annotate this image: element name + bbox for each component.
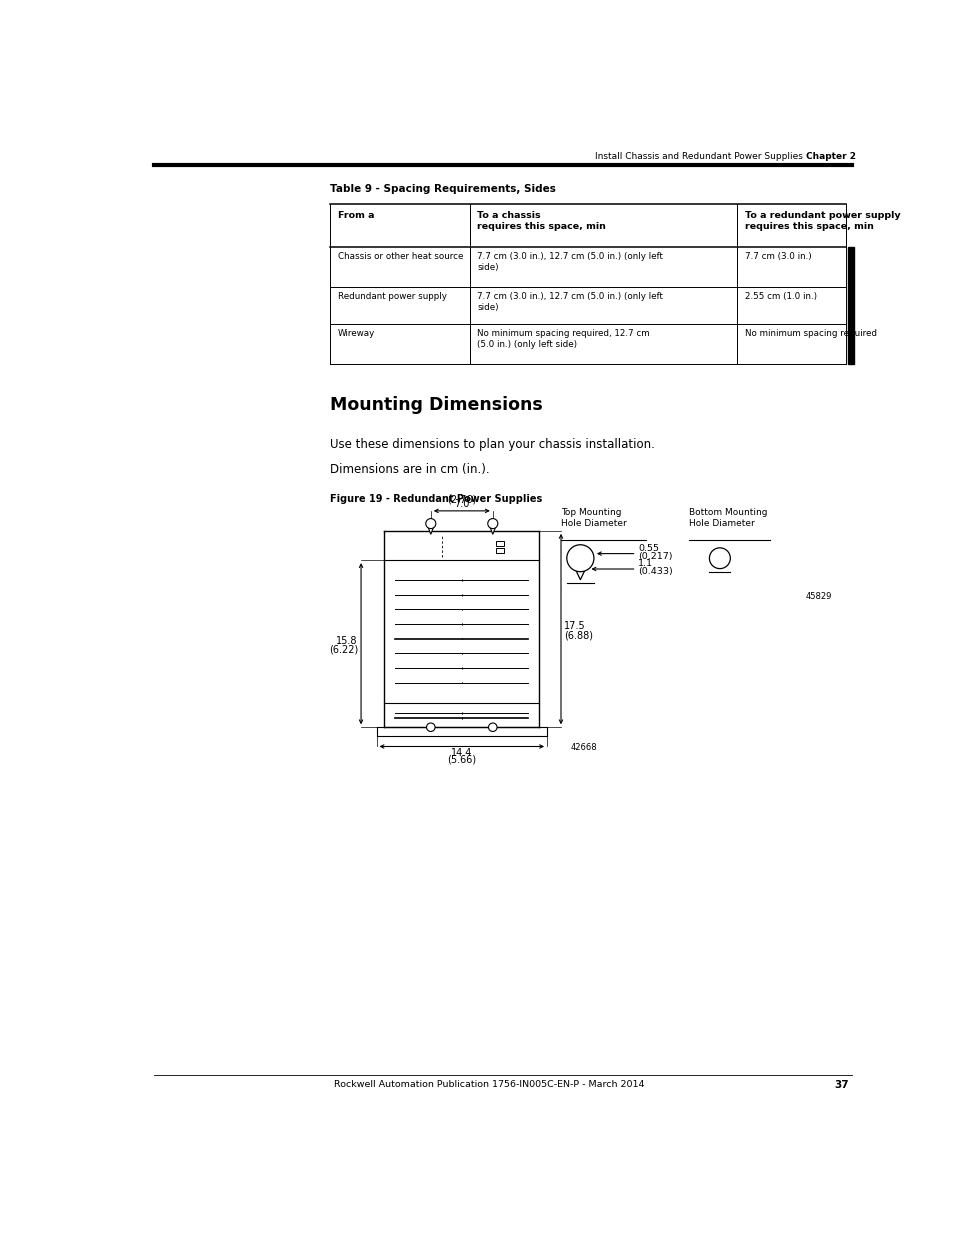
Text: 45829: 45829 [805, 592, 831, 601]
Text: No minimum spacing required: No minimum spacing required [744, 330, 876, 338]
Text: Chapter 2: Chapter 2 [805, 152, 855, 162]
Polygon shape [489, 525, 496, 535]
Text: To a redundant power supply
requires this space, min: To a redundant power supply requires thi… [744, 211, 900, 231]
Bar [847, 247, 853, 287]
Text: (0.433): (0.433) [638, 567, 672, 576]
Text: 7.7 cm (3.0 in.), 12.7 cm (5.0 in.) (only left
side): 7.7 cm (3.0 in.), 12.7 cm (5.0 in.) (onl… [476, 293, 662, 312]
Text: 7.7 cm (3.0 in.), 12.7 cm (5.0 in.) (only left
side): 7.7 cm (3.0 in.), 12.7 cm (5.0 in.) (onl… [476, 252, 662, 272]
Bar [496, 548, 503, 553]
Text: Chassis or other heat source: Chassis or other heat source [337, 252, 463, 261]
Bar [847, 287, 853, 324]
Text: From a: From a [337, 211, 374, 220]
Text: (6.22): (6.22) [329, 645, 357, 655]
Circle shape [426, 722, 435, 731]
Text: 7.7 cm (3.0 in.): 7.7 cm (3.0 in.) [744, 252, 811, 261]
Text: (2.76): (2.76) [447, 495, 476, 505]
Text: Use these dimensions to plan your chassis installation.: Use these dimensions to plan your chassi… [330, 438, 655, 452]
Text: 1.1: 1.1 [638, 559, 653, 568]
Text: 2.55 cm (1.0 in.): 2.55 cm (1.0 in.) [744, 293, 816, 301]
Text: 14.4: 14.4 [451, 748, 472, 758]
Circle shape [425, 519, 436, 529]
Text: (0.217): (0.217) [638, 552, 672, 561]
Text: Rockwell Automation Publication 1756-IN005C-EN-P - March 2014: Rockwell Automation Publication 1756-IN0… [334, 1079, 643, 1089]
Text: Table 9 - Spacing Requirements, Sides: Table 9 - Spacing Requirements, Sides [330, 184, 556, 194]
Text: 37: 37 [834, 1079, 848, 1091]
Text: 7.0: 7.0 [454, 499, 469, 509]
Text: Bottom Mounting
Hole Diameter: Bottom Mounting Hole Diameter [688, 508, 766, 527]
Bar [847, 324, 853, 364]
Text: 0.55: 0.55 [638, 543, 659, 553]
Polygon shape [570, 558, 590, 579]
Text: (5.66): (5.66) [447, 755, 476, 764]
Text: Redundant power supply: Redundant power supply [337, 293, 446, 301]
Circle shape [566, 545, 594, 572]
Text: 17.5: 17.5 [563, 621, 585, 631]
Circle shape [487, 519, 497, 529]
Text: Mounting Dimensions: Mounting Dimensions [330, 396, 542, 414]
Text: Wireway: Wireway [337, 330, 375, 338]
Text: (6.88): (6.88) [563, 630, 593, 640]
Bar [496, 541, 503, 546]
Polygon shape [427, 525, 434, 535]
Text: To a chassis
requires this space, min: To a chassis requires this space, min [476, 211, 605, 231]
Circle shape [488, 722, 497, 731]
Text: Dimensions are in cm (in.).: Dimensions are in cm (in.). [330, 463, 489, 477]
Text: Top Mounting
Hole Diameter: Top Mounting Hole Diameter [560, 508, 626, 527]
Text: Install Chassis and Redundant Power Supplies: Install Chassis and Redundant Power Supp… [595, 152, 802, 162]
Circle shape [709, 548, 730, 568]
Text: 15.8: 15.8 [336, 636, 357, 646]
Text: No minimum spacing required, 12.7 cm
(5.0 in.) (only left side): No minimum spacing required, 12.7 cm (5.… [476, 330, 649, 350]
Text: 42668: 42668 [570, 743, 597, 752]
Text: Figure 19 - Redundant Power Supplies: Figure 19 - Redundant Power Supplies [330, 494, 541, 504]
